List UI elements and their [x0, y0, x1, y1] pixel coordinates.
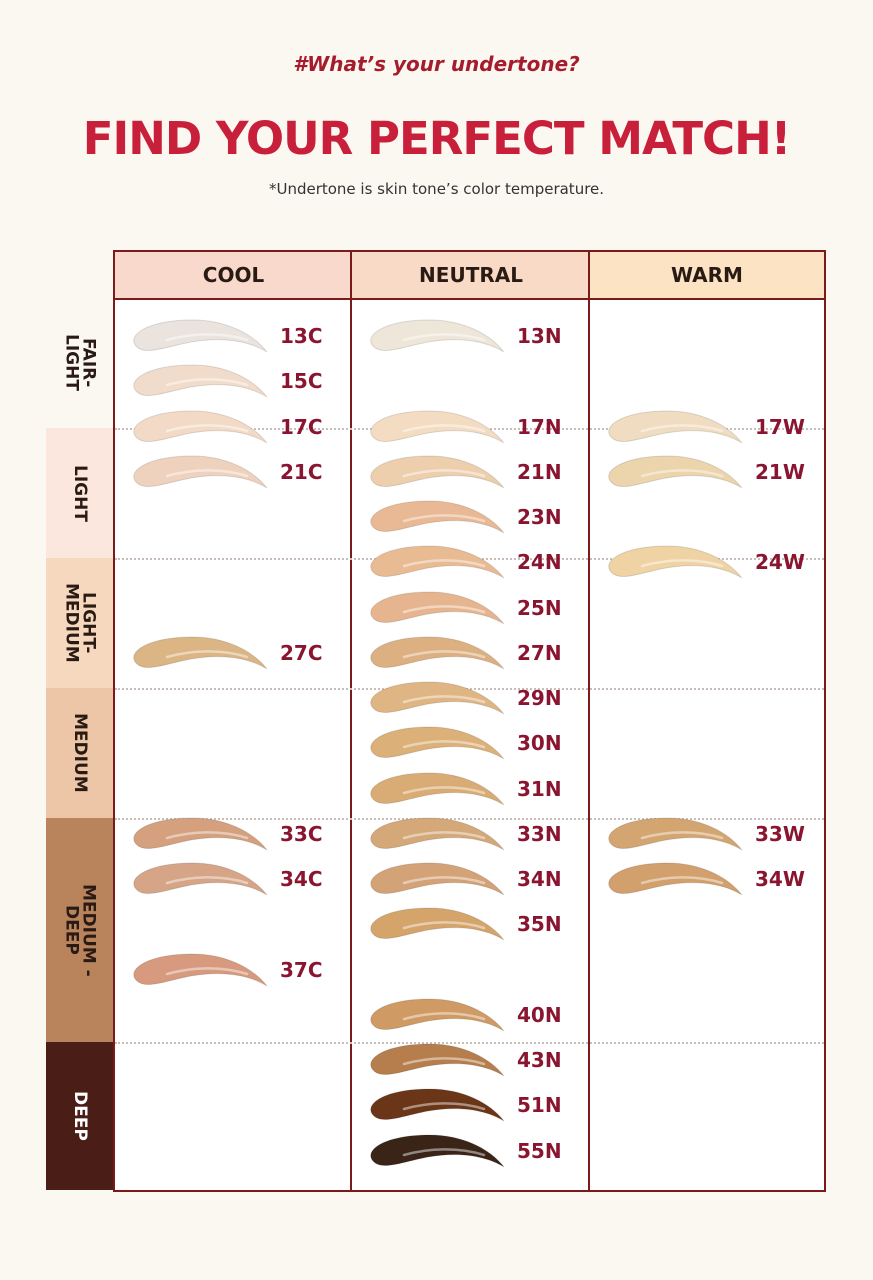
swatch-33n[interactable]: [364, 814, 506, 856]
swatch-31n[interactable]: [364, 769, 506, 811]
shade-label: 29N: [517, 686, 562, 710]
depth-label-text: FAIR- LIGHT: [61, 334, 99, 391]
shade-label: 34W: [755, 867, 805, 891]
depth-divider: [115, 818, 824, 820]
swatch-17n[interactable]: [364, 407, 506, 449]
shade-label: 21C: [280, 459, 323, 484]
swatch-13n[interactable]: [364, 316, 506, 358]
shade-label: 30N: [517, 731, 562, 756]
swatch-40n[interactable]: [364, 995, 506, 1037]
shade-label: 40N: [517, 1002, 562, 1027]
shade-label: 15C: [280, 369, 323, 394]
swatch-15c[interactable]: [127, 361, 269, 403]
shade-label: 25N: [517, 595, 562, 620]
swatch-24n[interactable]: [364, 542, 506, 584]
swatch-27c[interactable]: [127, 633, 269, 675]
depth-label-light-medium: LIGHT- MEDIUM: [46, 558, 113, 688]
swatch-34n[interactable]: [364, 859, 506, 901]
swatch-51n[interactable]: [364, 1085, 506, 1127]
swatch-23n[interactable]: [364, 497, 506, 539]
swatch-34c[interactable]: [127, 859, 269, 901]
depth-label-light: LIGHT: [46, 428, 113, 558]
swatch-24w[interactable]: [602, 542, 744, 584]
depth-label-fair-light: FAIR- LIGHT: [46, 297, 113, 428]
shade-label: 31N: [517, 776, 562, 801]
column-header-cool: COOL: [115, 252, 352, 300]
shade-label: 34N: [517, 867, 562, 891]
shade-label: 37C: [280, 957, 323, 982]
shade-label: 51N: [517, 1093, 562, 1118]
depth-label-text: MEDIUM - DEEP: [61, 883, 99, 977]
swatch-27n[interactable]: [364, 633, 506, 675]
swatch-34w[interactable]: [602, 859, 744, 901]
depth-divider: [115, 688, 824, 690]
kicker-text: #What’s your undertone?: [293, 52, 580, 76]
depth-label-medium-deep: MEDIUM - DEEP: [46, 818, 113, 1042]
depth-label-medium: MEDIUM: [46, 688, 113, 818]
undertone-note: *Undertone is skin tone’s color temperat…: [268, 180, 605, 198]
swatch-17c[interactable]: [127, 407, 269, 449]
column-header-neutral: NEUTRAL: [352, 252, 590, 300]
depth-label-text: LIGHT- MEDIUM: [61, 583, 99, 663]
column-divider: [588, 252, 590, 1190]
shade-label: 24N: [517, 550, 562, 575]
shade-label: 13C: [280, 324, 323, 348]
depth-label-deep: DEEP: [46, 1042, 113, 1190]
swatch-35n[interactable]: [364, 904, 506, 946]
swatch-21c[interactable]: [127, 452, 269, 494]
shade-label: 35N: [517, 912, 562, 937]
page-title: FIND YOUR PERFECT MATCH!: [82, 112, 792, 165]
swatch-55n[interactable]: [364, 1131, 506, 1173]
swatch-37c[interactable]: [127, 950, 269, 992]
shade-label: 23N: [517, 505, 562, 529]
swatch-30n[interactable]: [364, 723, 506, 765]
shade-label: 21N: [517, 459, 562, 484]
swatch-21w[interactable]: [602, 452, 744, 494]
shade-label: 13N: [517, 324, 562, 348]
shade-label: 55N: [517, 1138, 562, 1163]
shade-label: 21W: [755, 459, 805, 484]
swatch-17w[interactable]: [602, 407, 744, 449]
column-header-warm: WARM: [590, 252, 824, 300]
depth-label-text: MEDIUM: [70, 713, 90, 793]
swatch-43n[interactable]: [364, 1040, 506, 1082]
shade-table: COOL NEUTRAL WARM 13C 15C 17C 21C 27C 33C 34C 37C 1…: [113, 250, 826, 1192]
shade-label: 34C: [280, 867, 323, 891]
swatch-13c[interactable]: [127, 316, 269, 358]
shade-label: 17W: [755, 414, 805, 439]
shade-label: 33N: [517, 821, 562, 846]
swatch-33w[interactable]: [602, 814, 744, 856]
shade-label: 43N: [517, 1048, 562, 1072]
shade-label: 27C: [280, 640, 323, 665]
swatch-25n[interactable]: [364, 588, 506, 630]
shade-label: 17C: [280, 414, 323, 439]
depth-label-text: DEEP: [70, 1091, 90, 1141]
shade-label: 27N: [517, 640, 562, 665]
swatch-29n[interactable]: [364, 678, 506, 720]
swatch-33c[interactable]: [127, 814, 269, 856]
depth-divider: [115, 1042, 824, 1044]
depth-label-text: LIGHT: [70, 464, 90, 522]
shade-label: 17N: [517, 414, 562, 439]
shade-label: 24W: [755, 550, 805, 575]
swatch-21n[interactable]: [364, 452, 506, 494]
shade-label: 33C: [280, 821, 323, 846]
shade-label: 33W: [755, 821, 805, 846]
column-divider: [350, 252, 352, 1190]
